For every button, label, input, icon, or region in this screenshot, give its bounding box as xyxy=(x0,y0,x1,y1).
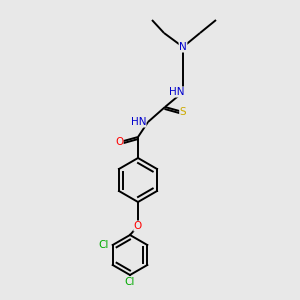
Text: S: S xyxy=(180,107,186,117)
Text: HN: HN xyxy=(169,87,185,97)
Text: N: N xyxy=(179,42,187,52)
Text: Cl: Cl xyxy=(98,240,109,250)
Text: O: O xyxy=(134,221,142,231)
Text: O: O xyxy=(115,137,123,147)
Text: Cl: Cl xyxy=(125,277,135,287)
Text: HN: HN xyxy=(130,117,146,127)
